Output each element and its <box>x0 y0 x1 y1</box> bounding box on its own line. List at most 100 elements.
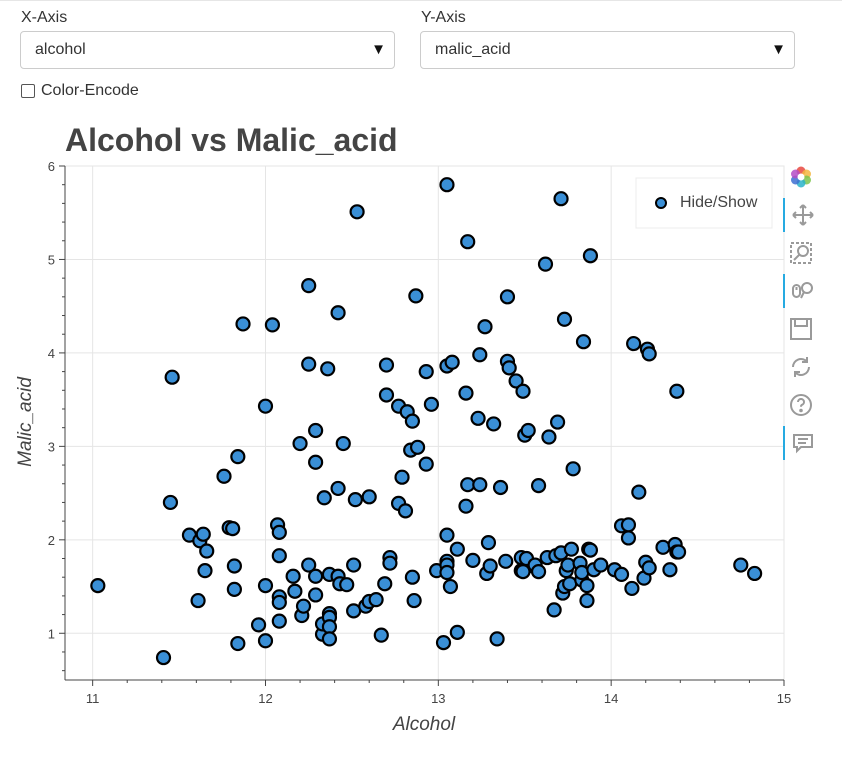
data-point[interactable] <box>582 542 599 558</box>
data-point[interactable] <box>418 456 434 472</box>
data-point[interactable] <box>294 607 310 624</box>
data-point[interactable] <box>479 565 495 582</box>
pan-tool[interactable] <box>783 198 821 232</box>
data-point[interactable] <box>320 361 336 377</box>
help-tool[interactable] <box>783 388 819 422</box>
data-point[interactable] <box>574 572 590 588</box>
data-point[interactable] <box>271 613 287 629</box>
data-point[interactable] <box>308 454 324 470</box>
data-point[interactable] <box>197 563 213 579</box>
data-point[interactable] <box>549 414 566 430</box>
data-point[interactable] <box>361 593 377 610</box>
data-point[interactable] <box>230 449 246 465</box>
data-point[interactable] <box>520 422 536 439</box>
data-point[interactable] <box>641 560 657 576</box>
data-point[interactable] <box>361 489 377 505</box>
data-point[interactable] <box>575 334 592 350</box>
bokeh-logo[interactable] <box>783 160 819 194</box>
data-point[interactable] <box>515 383 531 399</box>
y-axis-select[interactable]: malic_acid ▼ <box>420 31 795 69</box>
data-point[interactable] <box>399 404 415 420</box>
data-point[interactable] <box>378 387 395 403</box>
data-point[interactable] <box>527 559 543 575</box>
data-point[interactable] <box>373 627 389 643</box>
data-point[interactable] <box>308 568 324 584</box>
data-point[interactable] <box>390 398 407 414</box>
data-point[interactable] <box>638 554 654 570</box>
data-point[interactable] <box>620 530 637 546</box>
data-point[interactable] <box>226 558 242 574</box>
data-point[interactable] <box>530 478 547 494</box>
data-point[interactable] <box>486 416 502 432</box>
data-point[interactable] <box>631 484 647 500</box>
data-point[interactable] <box>620 517 637 533</box>
data-point[interactable] <box>285 568 301 584</box>
data-point[interactable] <box>346 557 362 573</box>
data-point[interactable] <box>292 435 308 452</box>
data-point[interactable] <box>295 598 312 614</box>
data-point[interactable] <box>499 353 516 369</box>
data-point[interactable] <box>271 589 287 605</box>
data-point[interactable] <box>368 592 384 608</box>
data-point[interactable] <box>346 603 362 619</box>
data-point[interactable] <box>308 587 324 603</box>
data-point[interactable] <box>655 539 671 555</box>
data-point[interactable] <box>553 191 569 207</box>
data-point[interactable] <box>308 422 324 439</box>
data-point[interactable] <box>541 429 557 445</box>
data-point[interactable] <box>257 633 274 649</box>
data-point[interactable] <box>639 341 656 357</box>
data-point[interactable] <box>321 606 338 622</box>
data-point[interactable] <box>435 635 452 651</box>
data-point[interactable] <box>321 566 338 582</box>
data-point[interactable] <box>382 555 398 571</box>
data-point[interactable] <box>409 439 426 455</box>
data-point[interactable] <box>472 477 488 493</box>
data-point[interactable] <box>470 410 486 426</box>
data-point[interactable] <box>472 347 488 363</box>
data-point[interactable] <box>418 364 434 380</box>
data-point[interactable] <box>458 385 474 401</box>
data-point[interactable] <box>423 396 440 412</box>
data-point[interactable] <box>250 617 267 633</box>
data-point[interactable] <box>162 494 179 511</box>
data-point[interactable] <box>558 563 574 579</box>
data-point[interactable] <box>257 578 274 594</box>
color-encode-option[interactable]: Color-Encode <box>21 82 139 100</box>
data-point[interactable] <box>579 592 595 609</box>
data-point[interactable] <box>428 563 445 579</box>
data-point[interactable] <box>442 578 459 595</box>
data-point[interactable] <box>636 570 652 586</box>
data-point[interactable] <box>482 558 498 574</box>
data-point[interactable] <box>377 576 393 592</box>
data-point[interactable] <box>460 234 476 250</box>
data-point[interactable] <box>181 527 198 543</box>
data-point[interactable] <box>548 548 564 564</box>
data-point[interactable] <box>607 562 623 578</box>
data-point[interactable] <box>257 398 274 414</box>
data-point[interactable] <box>271 548 287 564</box>
data-point[interactable] <box>347 492 363 508</box>
data-point[interactable] <box>330 305 346 321</box>
data-point[interactable] <box>624 580 640 597</box>
data-point[interactable] <box>574 564 590 581</box>
data-point[interactable] <box>480 535 497 551</box>
data-point[interactable] <box>670 544 687 560</box>
data-point[interactable] <box>269 517 286 533</box>
data-point[interactable] <box>321 631 338 647</box>
data-point[interactable] <box>390 495 407 511</box>
data-point[interactable] <box>458 498 474 514</box>
data-point[interactable] <box>556 578 573 595</box>
data-point[interactable] <box>439 358 455 374</box>
data-point[interactable] <box>216 468 232 484</box>
data-point[interactable] <box>562 576 578 592</box>
data-point[interactable] <box>301 278 317 294</box>
data-point[interactable] <box>314 626 331 642</box>
data-point[interactable] <box>518 550 535 567</box>
data-point[interactable] <box>747 565 763 582</box>
data-point[interactable] <box>404 569 421 585</box>
data-point[interactable] <box>593 557 609 573</box>
data-point[interactable] <box>530 563 547 580</box>
data-point[interactable] <box>465 552 481 568</box>
